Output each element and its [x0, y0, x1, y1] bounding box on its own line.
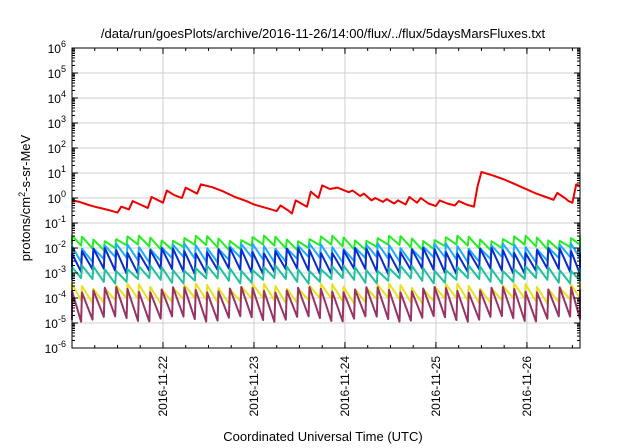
y-tick-exponent: -3: [58, 264, 66, 274]
y-tick-exponent: -4: [58, 289, 66, 299]
y-tick-base: 10: [45, 342, 59, 356]
y-label-rest: -s-sr-MeV: [18, 134, 33, 191]
series-line-7: [71, 286, 581, 323]
x-tick-label: 2016-11-25: [429, 356, 443, 417]
x-tick-label: 2016-11-26: [520, 356, 534, 417]
y-tick-label: 10-2: [45, 239, 66, 256]
y-tick-base: 10: [48, 192, 62, 206]
y-tick-exponent: -2: [58, 239, 66, 249]
y-tick-exponent: 0: [61, 189, 66, 199]
y-tick-exponent: 1: [61, 164, 66, 174]
y-tick-base: 10: [45, 317, 59, 331]
y-tick-label: 106: [48, 39, 66, 56]
y-axis: 10-610-510-410-310-210-11001011021031041…: [45, 39, 580, 356]
y-tick-label: 10-1: [45, 214, 66, 231]
y-tick-base: 10: [48, 42, 62, 56]
x-tick-label: 2016-11-22: [156, 356, 170, 417]
y-tick-label: 104: [48, 89, 66, 106]
y-tick-exponent: -6: [58, 339, 66, 349]
y-label-superscript: 2: [17, 192, 27, 197]
series-line-2: [71, 234, 581, 252]
y-tick-label: 10-5: [45, 314, 66, 331]
y-tick-label: 105: [48, 64, 66, 81]
y-tick-label: 10-3: [45, 264, 66, 281]
y-tick-base: 10: [48, 167, 62, 181]
y-tick-label: 10-4: [45, 289, 66, 306]
y-tick-exponent: -5: [58, 314, 66, 324]
y-tick-base: 10: [45, 217, 59, 231]
y-tick-exponent: 4: [61, 89, 66, 99]
x-tick-label: 2016-11-23: [247, 356, 261, 417]
y-tick-exponent: 3: [61, 114, 66, 124]
y-tick-base: 10: [45, 242, 59, 256]
y-tick-label: 101: [48, 164, 66, 181]
y-tick-base: 10: [45, 267, 59, 281]
y-tick-label: 102: [48, 139, 66, 156]
y-tick-label: 10-6: [45, 339, 66, 356]
y-tick-exponent: 5: [61, 64, 66, 74]
x-axis-label: Coordinated Universal Time (UTC): [223, 429, 422, 444]
y-tick-exponent: 6: [61, 39, 66, 49]
y-tick-base: 10: [48, 142, 62, 156]
x-axis: 2016-11-22 2016-11-23 2016-11-24 2016-11-25…: [71, 48, 573, 417]
y-tick-label: 103: [48, 114, 66, 131]
series-layer: [71, 171, 581, 323]
y-tick-exponent: -1: [58, 214, 66, 224]
series-line-1: [71, 171, 581, 215]
x-tick-label: 2016-11-24: [338, 356, 352, 417]
y-axis-label: protons/cm2-s-sr-MeV: [17, 134, 33, 261]
chart-title: /data/run/goesPlots/archive/2016-11-26/1…: [101, 26, 546, 41]
y-tick-base: 10: [48, 117, 62, 131]
y-tick-base: 10: [48, 92, 62, 106]
y-tick-label: 100: [48, 189, 66, 206]
y-tick-base: 10: [45, 292, 59, 306]
y-tick-base: 10: [48, 67, 62, 81]
y-label-base: protons/cm: [18, 197, 33, 261]
series-line-5: [71, 264, 581, 285]
y-tick-exponent: 2: [61, 139, 66, 149]
